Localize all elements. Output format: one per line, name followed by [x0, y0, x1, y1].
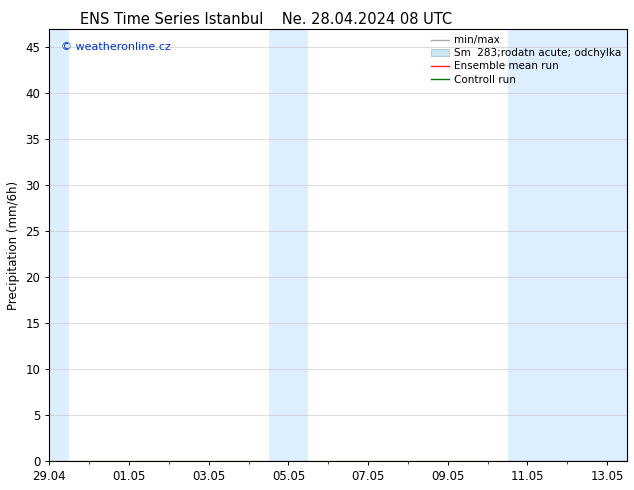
- Bar: [269, 29, 308, 461]
- Text: © weatheronline.cz: © weatheronline.cz: [61, 42, 171, 52]
- Bar: [508, 29, 627, 461]
- Legend: min/max, Sm  283;rodatn acute; odchylka, Ensemble mean run, Controll run: min/max, Sm 283;rodatn acute; odchylka, …: [427, 31, 625, 89]
- Bar: [30, 29, 69, 461]
- Y-axis label: Precipitation (mm/6h): Precipitation (mm/6h): [7, 180, 20, 310]
- Text: ENS Time Series Istanbul    Ne. 28.04.2024 08 UTC: ENS Time Series Istanbul Ne. 28.04.2024 …: [81, 12, 452, 27]
